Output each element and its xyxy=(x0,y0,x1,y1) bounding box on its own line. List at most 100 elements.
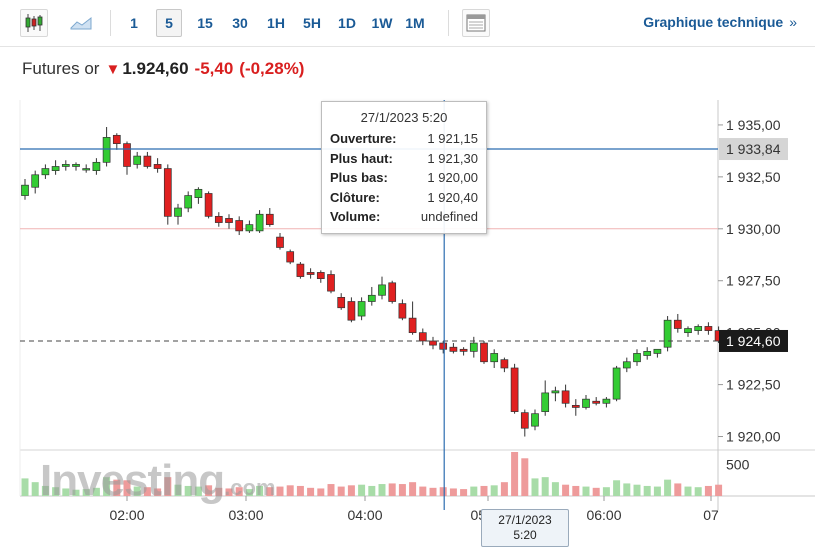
volume-bar xyxy=(521,458,529,496)
candle-up[interactable] xyxy=(61,164,70,167)
candle-down[interactable] xyxy=(561,390,570,404)
candle-up[interactable] xyxy=(41,168,50,176)
area-chart-button[interactable] xyxy=(66,9,96,37)
interval-button-1h[interactable]: 1H xyxy=(267,15,285,31)
candle-up[interactable] xyxy=(541,392,550,412)
candle-down[interactable] xyxy=(510,367,519,412)
volume-bar xyxy=(480,485,488,496)
candle-up[interactable] xyxy=(653,348,662,354)
candle-down[interactable] xyxy=(571,405,580,408)
candle-up[interactable] xyxy=(582,398,590,408)
candle-down[interactable] xyxy=(704,326,713,331)
table-view-button[interactable] xyxy=(462,9,490,37)
candle-up[interactable] xyxy=(184,195,193,209)
volume-bar xyxy=(551,482,559,496)
candle-down[interactable] xyxy=(388,282,397,302)
candle-up[interactable] xyxy=(21,184,29,196)
candle-up[interactable] xyxy=(490,353,499,363)
candle-up[interactable] xyxy=(31,174,40,188)
candle-down[interactable] xyxy=(408,317,417,334)
candle-down[interactable] xyxy=(449,346,458,352)
volume-bar xyxy=(572,485,580,496)
candle-up[interactable] xyxy=(72,164,80,167)
candle-down[interactable] xyxy=(480,342,488,363)
tooltip-label: Plus haut: xyxy=(330,150,393,166)
candle-up[interactable] xyxy=(633,353,641,363)
candle-up[interactable] xyxy=(255,213,264,232)
candle-down[interactable] xyxy=(276,236,284,248)
interval-button-1[interactable]: 1 xyxy=(130,15,138,31)
interval-button-1m[interactable]: 1M xyxy=(405,15,425,31)
volume-bar xyxy=(72,489,80,496)
candle-down[interactable] xyxy=(123,143,131,167)
candle-up[interactable] xyxy=(51,166,60,171)
candle-up[interactable] xyxy=(684,328,692,334)
candle-up[interactable] xyxy=(531,413,539,427)
candle-up[interactable] xyxy=(622,361,631,369)
candle-up[interactable] xyxy=(643,351,652,356)
candle-up[interactable] xyxy=(174,207,182,217)
candle-up[interactable] xyxy=(663,319,672,348)
interval-button-5[interactable]: 5 xyxy=(156,9,182,37)
candle-up[interactable] xyxy=(602,398,611,404)
candle-up[interactable] xyxy=(245,224,254,232)
candle-down[interactable] xyxy=(214,215,223,223)
candle-up[interactable] xyxy=(194,188,203,198)
candle-up[interactable] xyxy=(357,301,366,317)
interval-button-5h[interactable]: 5H xyxy=(303,15,321,31)
volume-bar xyxy=(256,485,264,496)
candle-down[interactable] xyxy=(306,272,315,275)
candle-down[interactable] xyxy=(347,301,356,321)
area-chart-icon xyxy=(70,16,92,30)
candle-down[interactable] xyxy=(235,220,244,232)
candle-up[interactable] xyxy=(133,155,142,165)
candle-up[interactable] xyxy=(469,342,478,352)
candle-up[interactable] xyxy=(694,326,703,331)
candle-up[interactable] xyxy=(82,168,91,171)
candle-down[interactable] xyxy=(418,332,427,342)
candlestick-chart-button[interactable] xyxy=(20,9,48,37)
candle-up[interactable] xyxy=(102,137,111,163)
candle-up[interactable] xyxy=(551,390,560,394)
candle-down[interactable] xyxy=(265,213,274,225)
candle-down[interactable] xyxy=(286,251,295,263)
quote-header: Futures or ▼ 1.924,60 -5,40 (-0,28%) xyxy=(22,59,304,79)
candle-down[interactable] xyxy=(429,340,437,346)
candle-down[interactable] xyxy=(316,272,325,280)
toolbar-separator xyxy=(448,10,449,36)
candle-down[interactable] xyxy=(459,348,468,352)
volume-bar xyxy=(92,487,100,496)
candle-down[interactable] xyxy=(112,134,121,144)
candle-down[interactable] xyxy=(500,359,509,369)
interval-button-30[interactable]: 30 xyxy=(232,15,248,31)
candle-down[interactable] xyxy=(327,274,335,292)
candle-down[interactable] xyxy=(592,400,601,404)
candle-down[interactable] xyxy=(520,412,529,429)
candle-down[interactable] xyxy=(439,342,448,350)
candle-down[interactable] xyxy=(143,155,152,167)
technical-chart-link[interactable]: Graphique technique » xyxy=(643,14,797,30)
volume-bar xyxy=(368,485,376,496)
candle-down[interactable] xyxy=(398,303,407,319)
candle-down[interactable] xyxy=(153,164,162,169)
candle-down[interactable] xyxy=(673,319,682,329)
candle-down[interactable] xyxy=(163,168,172,217)
interval-button-1w[interactable]: 1W xyxy=(371,15,393,31)
candle-down[interactable] xyxy=(337,297,346,309)
candle-down[interactable] xyxy=(225,218,233,223)
candle-down[interactable] xyxy=(204,193,213,217)
candle-down[interactable] xyxy=(296,263,305,277)
candle-up[interactable] xyxy=(367,294,376,302)
candle-up[interactable] xyxy=(378,284,386,296)
tooltip-value: 1 921,15 xyxy=(427,131,478,146)
interval-button-1d[interactable]: 1D xyxy=(338,15,356,31)
tooltip-date: 27/1/2023 5:20 xyxy=(360,110,448,125)
interval-button-15[interactable]: 15 xyxy=(197,15,213,31)
candle-up[interactable] xyxy=(92,161,101,171)
volume-bar xyxy=(296,485,304,496)
crosshair-date: 27/1/2023 xyxy=(498,513,552,527)
volume-bar xyxy=(347,485,355,496)
double-chevron-right-icon: » xyxy=(789,14,797,30)
candle-up[interactable] xyxy=(612,367,621,400)
